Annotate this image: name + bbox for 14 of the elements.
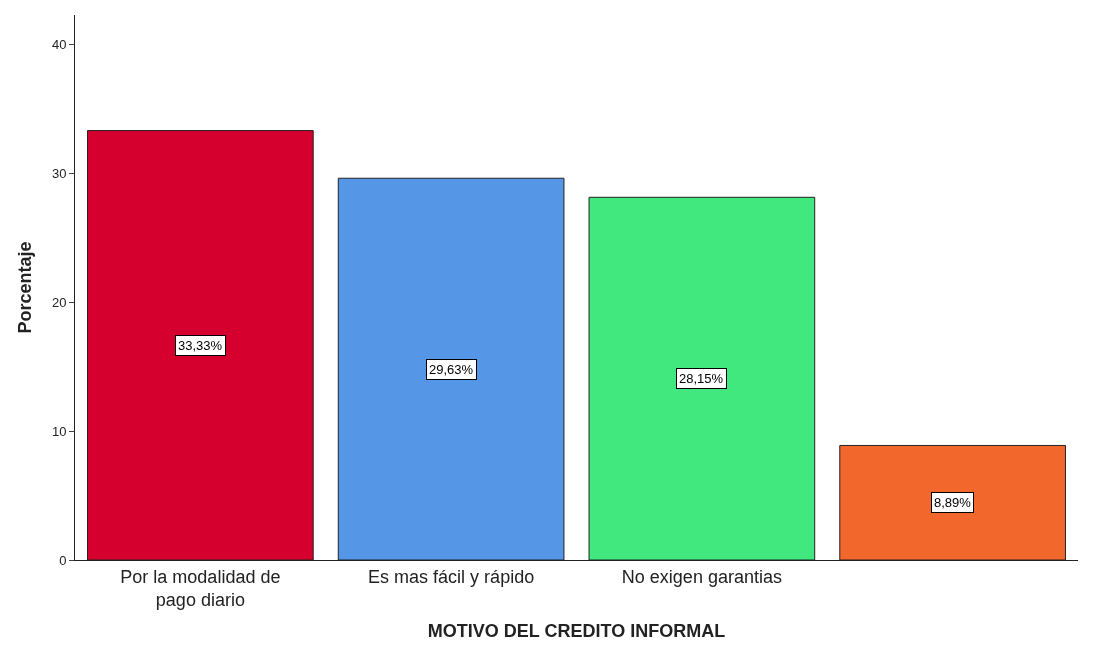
y-tick-label: 20	[51, 294, 67, 310]
x-tick-label: Por la modalidad de pago diario	[120, 566, 281, 610]
x-axis-title: MOTIVO DEL CREDITO INFORMAL	[427, 621, 726, 642]
data-label: 29,63%	[429, 362, 474, 377]
y-tick-label: 30	[51, 166, 67, 182]
y-tick-label: 0	[59, 552, 67, 568]
data-label: 8,89%	[934, 495, 972, 510]
data-label: 33,33%	[178, 338, 223, 353]
y-tick-label: 10	[51, 423, 67, 439]
y-axis-title: Porcentaje	[15, 241, 36, 334]
y-tick-label: 40	[51, 37, 67, 53]
data-label: 28,15%	[679, 371, 724, 386]
x-tick-label: No exigen garantias	[621, 566, 782, 587]
x-tick-label: Es mas fácil y rápido	[368, 566, 535, 587]
